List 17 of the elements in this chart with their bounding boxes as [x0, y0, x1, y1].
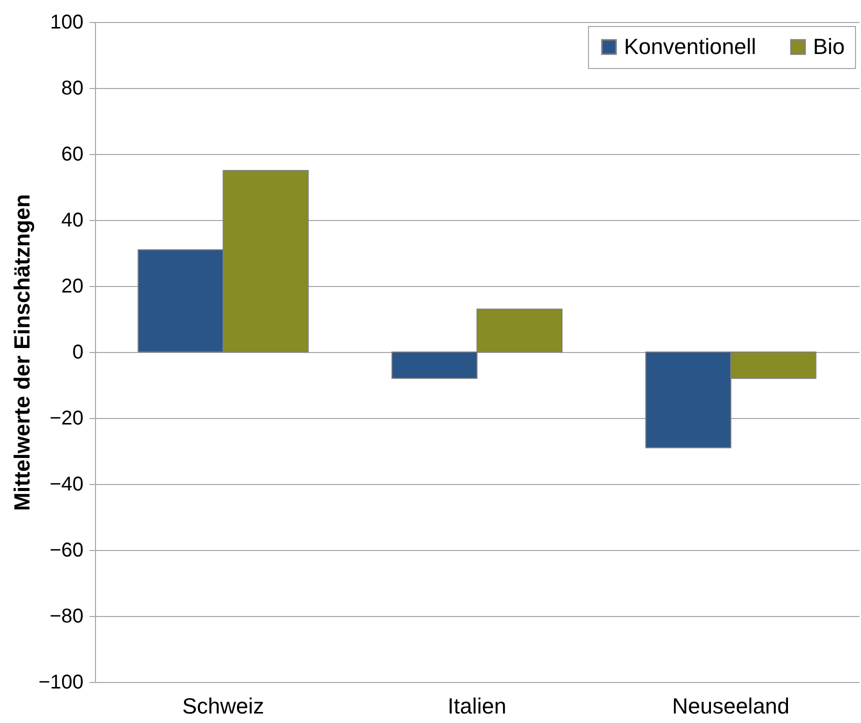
- y-tick-label: −80: [50, 606, 84, 628]
- x-tick-label: Neuseeland: [672, 694, 790, 718]
- legend-label: Bio: [813, 34, 845, 59]
- y-tick-label: 0: [72, 342, 84, 364]
- y-tick-label: 100: [50, 12, 84, 34]
- y-tick-label: −100: [38, 672, 84, 694]
- y-tick-label: −20: [50, 408, 84, 430]
- y-tick-label: −40: [50, 474, 84, 496]
- y-tick-label: 80: [61, 78, 84, 100]
- legend-label: Konventionell: [624, 34, 756, 59]
- y-tick-label: 20: [61, 276, 84, 298]
- y-tick-label: −60: [50, 540, 84, 562]
- y-tick-label: 40: [61, 210, 84, 232]
- y-tick-label: 60: [61, 144, 84, 166]
- x-tick-label: Italien: [448, 694, 506, 718]
- x-tick-label: Schweiz: [182, 694, 264, 718]
- y-axis-title: Mittelwerte der Einschätzngen: [9, 194, 34, 511]
